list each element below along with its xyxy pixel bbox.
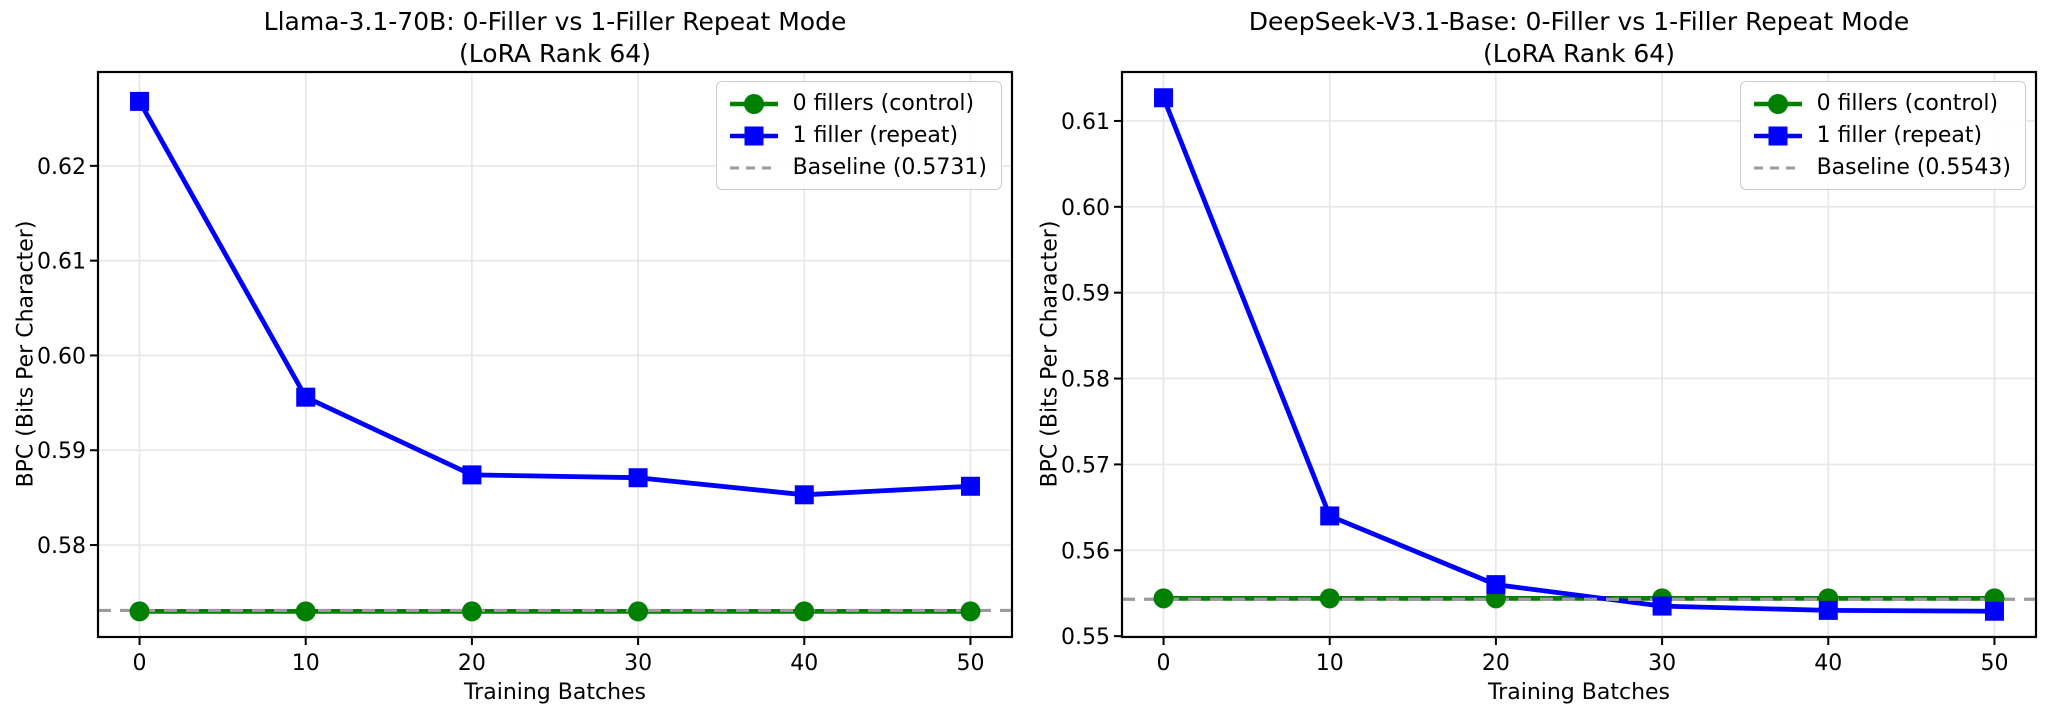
deepseek-title-block: DeepSeek-V3.1-Base: 0-Filler vs 1-Filler… [1122, 6, 2036, 69]
repeat-line-marker-icon [729, 126, 778, 145]
deepseek-legend: 0 fillers (control) 1 filler (repeat) Ba… [1739, 81, 2026, 190]
deepseek-x-axis-label: Training Batches [1487, 680, 1671, 705]
tick-labels: 0 10 20 30 40 50 0.58 0.59 0.60 0.61 0.62 [37, 155, 984, 676]
legend-label-baseline: Baseline (0.5731) [792, 155, 987, 180]
legend-item-control: 0 fillers (control) [1752, 89, 2011, 118]
deepseek-plot-canvas: 0 10 20 30 40 50 0.55 0.56 0.57 0.58 0.59 0.60 0.61 [1061, 70, 2038, 676]
llama-y-axis-label: BPC (Bits Per Character) [13, 220, 39, 488]
llama-title-block: Llama-3.1-70B: 0-Filler vs 1-Filler Repe… [98, 6, 1012, 69]
deepseek-chart-subtitle: (LoRA Rank 64) [1483, 38, 1675, 68]
baseline-dash-icon [1753, 166, 1802, 169]
x-tick-label: 30 [1648, 651, 1676, 676]
x-tick-label: 50 [1980, 651, 2008, 676]
legend-item-repeat: 1 filler (repeat) [728, 121, 987, 150]
legend-item-repeat: 1 filler (repeat) [1752, 121, 2011, 150]
legend-item-baseline: Baseline (0.5543) [1752, 153, 2011, 182]
repeat-line-marker-icon [1753, 126, 1802, 145]
plot-border [1120, 70, 2038, 639]
y-tick-label: 0.56 [1061, 539, 1110, 564]
y-tick-label: 0.58 [1061, 368, 1110, 393]
tick-labels: 0 10 20 30 40 50 0.55 0.56 0.57 0.58 0.59 0.60 0.61 [1061, 110, 2008, 676]
axis-ticks [90, 164, 972, 645]
x-tick-label: 10 [1316, 651, 1344, 676]
chart-llama: 0 10 20 30 40 50 0.58 0.59 0.60 0.61 0.62 Llama-3.… [13, 6, 1014, 705]
axis-ticks [1114, 119, 1996, 645]
y-tick-label: 0.61 [37, 250, 86, 275]
y-tick-label: 0.59 [1061, 282, 1110, 307]
x-tick-label: 50 [956, 651, 984, 676]
legend-item-control: 0 fillers (control) [728, 89, 987, 118]
deepseek-chart-title: DeepSeek-V3.1-Base: 0-Filler vs 1-Filler… [1248, 7, 1910, 36]
legend-item-baseline: Baseline (0.5731) [728, 153, 987, 182]
baseline-dash-icon [729, 166, 778, 169]
y-tick-label: 0.62 [37, 155, 86, 180]
x-tick-label: 0 [1157, 651, 1171, 676]
x-tick-label: 40 [790, 651, 818, 676]
y-tick-label: 0.59 [37, 439, 86, 464]
legend-label-control: 0 fillers (control) [1816, 91, 1999, 116]
series-line-1 [137, 98, 973, 498]
control-line-marker-icon [729, 93, 778, 114]
y-tick-label: 0.55 [1061, 625, 1110, 650]
y-tick-label: 0.60 [37, 344, 86, 369]
llama-chart-title: Llama-3.1-70B: 0-Filler vs 1-Filler Repe… [263, 7, 847, 36]
llama-chart-subtitle: (LoRA Rank 64) [459, 38, 651, 68]
legend-label-repeat: 1 filler (repeat) [1816, 123, 1983, 148]
y-tick-label: 0.61 [1061, 110, 1110, 135]
x-tick-label: 20 [458, 651, 486, 676]
series-markers-1 [1154, 88, 2004, 621]
legend-label-baseline: Baseline (0.5543) [1816, 155, 2011, 180]
y-tick-label: 0.57 [1061, 453, 1110, 478]
y-tick-label: 0.58 [37, 534, 86, 559]
x-tick-label: 10 [292, 651, 320, 676]
y-tick-label: 0.60 [1061, 196, 1110, 221]
x-tick-label: 40 [1814, 651, 1842, 676]
series-markers-0 [129, 601, 981, 622]
x-tick-label: 20 [1482, 651, 1510, 676]
legend-label-control: 0 fillers (control) [792, 91, 975, 116]
x-tick-label: 0 [133, 651, 147, 676]
series-markers-1 [130, 91, 980, 505]
control-line-marker-icon [1753, 93, 1802, 114]
deepseek-y-axis-label: BPC (Bits Per Character) [1037, 220, 1063, 488]
x-tick-label: 30 [624, 651, 652, 676]
series-line-1 [1161, 95, 1997, 614]
legend-label-repeat: 1 filler (repeat) [792, 123, 959, 148]
llama-legend: 0 fillers (control) 1 filler (repeat) Ba… [715, 81, 1002, 190]
chart-deepseek: 0 10 20 30 40 50 0.55 0.56 0.57 0.58 0.59 0.60 0.61 … [1024, 0, 2048, 714]
llama-x-axis-label: Training Batches [463, 680, 647, 705]
